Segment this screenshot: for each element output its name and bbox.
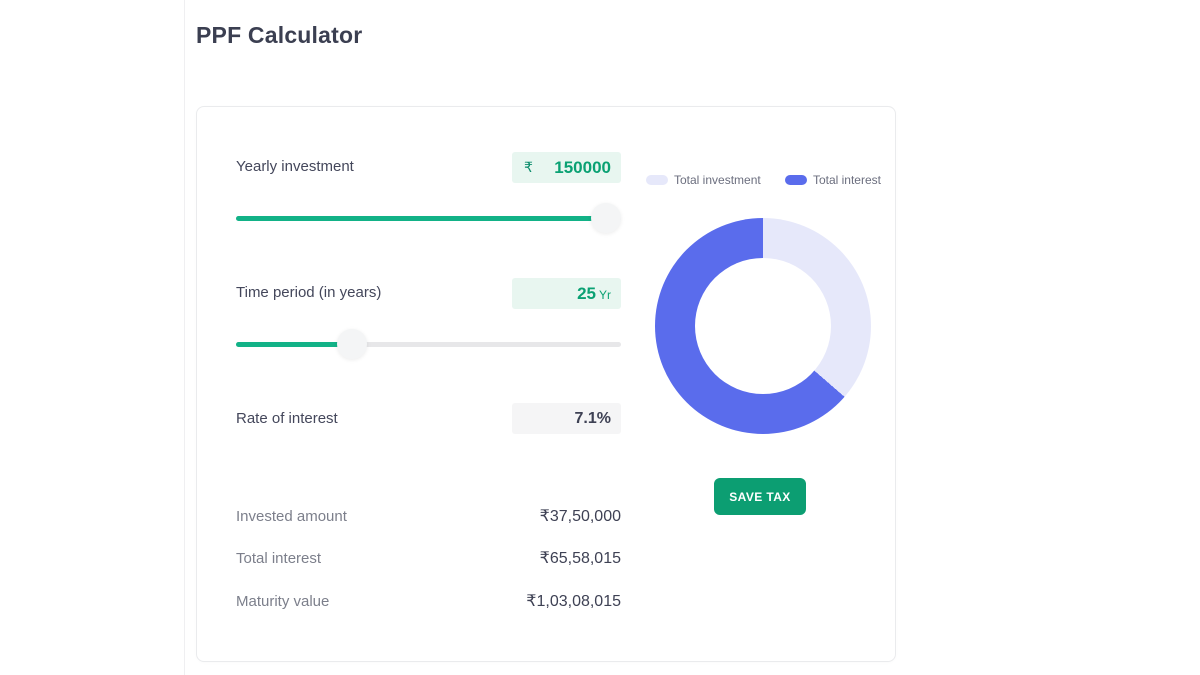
- yearly-investment-input[interactable]: ₹ 150000: [512, 152, 621, 183]
- legend-item-total-investment: Total investment: [646, 173, 761, 187]
- chart-legend: Total investment Total interest: [646, 173, 881, 187]
- rate-of-interest-label: Rate of interest: [236, 410, 338, 427]
- time-period-slider[interactable]: [236, 329, 621, 359]
- maturity-value-label: Maturity value: [236, 593, 330, 610]
- invested-amount-label: Invested amount: [236, 508, 347, 525]
- time-period-unit: Yr: [599, 288, 611, 302]
- invested-amount-value: ₹37,50,000: [539, 508, 621, 525]
- slider-fill: [236, 342, 348, 347]
- yearly-investment-value: 150000: [554, 157, 611, 177]
- rate-of-interest-value: 7.1%: [574, 409, 611, 427]
- total-interest-value: ₹65,58,015: [539, 550, 621, 567]
- legend-label: Total interest: [812, 173, 881, 187]
- time-period-label: Time period (in years): [236, 284, 382, 301]
- page-edge-divider: [184, 0, 185, 675]
- legend-item-total-interest: Total interest: [784, 173, 881, 187]
- time-period-input[interactable]: 25 Yr: [512, 278, 621, 309]
- legend-label: Total investment: [674, 173, 761, 187]
- maturity-value-row: Maturity value ₹1,03,08,015: [236, 591, 621, 611]
- rate-of-interest-field: 7.1%: [512, 403, 621, 434]
- slider-track[interactable]: [236, 342, 621, 347]
- page-title: PPF Calculator: [196, 22, 363, 48]
- total-interest-row: Total interest ₹65,58,015: [236, 548, 621, 568]
- maturity-value-value: ₹1,03,08,015: [526, 593, 621, 610]
- rupee-symbol-icon: ₹: [524, 159, 533, 175]
- time-period-value: 25: [577, 283, 596, 303]
- slider-fill: [236, 216, 606, 221]
- ppf-calculator-card: Yearly investment ₹ 150000 Time period (…: [196, 106, 896, 662]
- yearly-investment-slider[interactable]: [236, 203, 621, 233]
- donut-hole: [695, 258, 831, 394]
- yearly-investment-label: Yearly investment: [236, 158, 354, 175]
- invested-amount-row: Invested amount ₹37,50,000: [236, 506, 621, 526]
- total-interest-swatch-icon: [784, 175, 807, 185]
- investment-breakup-donut-chart: [655, 218, 871, 434]
- total-investment-swatch-icon: [646, 175, 668, 185]
- slider-thumb[interactable]: [336, 329, 367, 359]
- total-interest-label: Total interest: [236, 550, 322, 567]
- save-tax-button[interactable]: SAVE TAX: [714, 478, 806, 515]
- slider-thumb[interactable]: [590, 203, 621, 233]
